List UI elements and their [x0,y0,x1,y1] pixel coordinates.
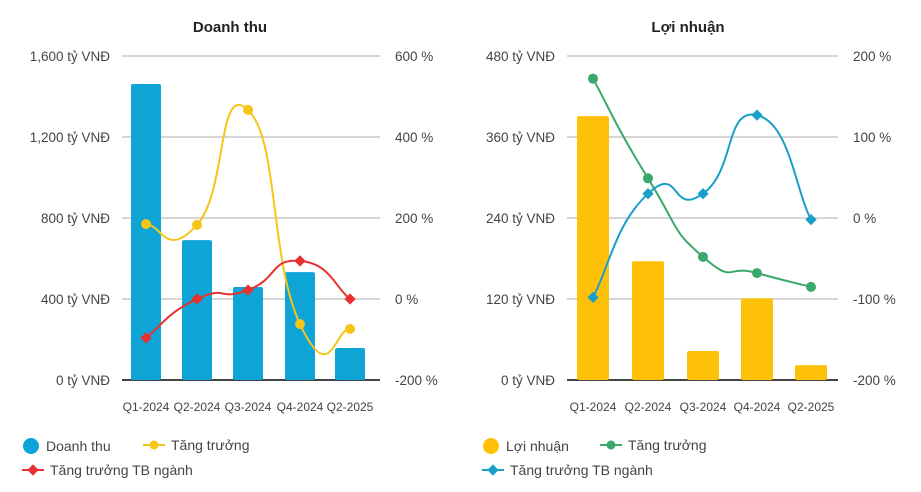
right-axis-tick-label: 200 % [853,49,891,64]
x-axis-tick-label: Q2-2025 [788,400,835,414]
legend-label: Doanh thu [46,438,111,454]
legend-item-doanh-thu[interactable]: Doanh thu [22,437,111,455]
right-axis-tick-label: -200 % [395,373,438,388]
bar [632,261,664,380]
bar [741,298,773,380]
left-axis-tick-label: 800 tỷ VNĐ [41,211,110,226]
left-axis-tick-label: 400 tỷ VNĐ [41,292,110,307]
legend-item-loi-nhuan[interactable]: Lợi nhuận [482,437,569,455]
chart-title: Doanh thu [193,19,267,36]
x-axis-tick-label: Q1-2024 [570,400,617,414]
data-point [588,73,598,84]
right-axis-tick-label: 100 % [853,130,891,145]
x-axis-tick-label: Q4-2024 [277,400,324,414]
left-axis-tick-label: 0 tỷ VNĐ [501,373,555,388]
legend-label: Tăng trưởng [628,437,707,453]
data-point [295,319,305,330]
bar [687,350,719,380]
left-axis-tick-label: 1,200 tỷ VNĐ [30,130,111,145]
data-point [141,219,151,230]
data-point [643,173,653,184]
bar [182,240,212,380]
bar [577,116,609,380]
bar [233,287,263,380]
right-axis-tick-label: 400 % [395,130,433,145]
series-line [592,78,812,288]
data-point [697,188,709,200]
right-axis-tick-label: 0 % [395,292,418,307]
data-point [642,188,654,200]
left-axis-tick-label: 1,600 tỷ VNĐ [30,49,111,64]
x-axis-tick-label: Q4-2024 [734,400,781,414]
bar [131,83,161,380]
data-point [294,255,306,267]
data-point [243,104,253,115]
right-axis-tick-label: -100 % [853,292,896,307]
data-point [242,284,254,296]
data-point [751,109,763,121]
left-axis-tick-label: 240 tỷ VNĐ [486,211,555,226]
left-axis-tick-label: 360 tỷ VNĐ [486,130,555,145]
series-line [145,103,351,356]
data-point [752,268,762,279]
data-point [344,293,356,305]
x-axis-tick-label: Q3-2024 [225,400,272,414]
left-axis-tick-label: 480 tỷ VNĐ [486,49,555,64]
legend-label: Tăng trưởng TB ngành [50,462,193,478]
legend-label: Lợi nhuận [506,438,569,454]
right-axis-tick-label: 0 % [853,211,876,226]
bar [335,348,365,380]
data-point [805,213,817,226]
legend-item-tang-truong[interactable]: Tăng trưởng [600,437,706,453]
data-point [345,323,355,334]
chart-title: Lợi nhuận [651,19,724,36]
right-axis-tick-label: -200 % [853,373,896,388]
data-point [192,219,202,230]
data-point [587,291,599,304]
data-point [698,251,708,262]
legend-label: Tăng trưởng [171,437,250,453]
legend-label: Tăng trưởng TB ngành [510,462,653,478]
right-axis-tick-label: 200 % [395,211,433,226]
left-axis-tick-label: 0 tỷ VNĐ [56,373,110,388]
bar [795,365,827,380]
right-axis-tick-label: 600 % [395,49,433,64]
legend-item-tang-truong-tb-nganh[interactable]: Tăng trưởng TB ngành [482,462,653,478]
x-axis-tick-label: Q2-2025 [327,400,374,414]
data-point [806,281,816,292]
left-axis-tick-label: 120 tỷ VNĐ [486,292,555,307]
data-point [191,293,203,305]
x-axis-tick-label: Q2-2024 [174,400,221,414]
legend-item-tang-truong-tb-nganh[interactable]: Tăng trưởng TB ngành [22,462,193,478]
x-axis-tick-label: Q1-2024 [123,400,170,414]
legend-item-tang-truong[interactable]: Tăng trưởng [143,437,249,453]
x-axis-tick-label: Q3-2024 [680,400,727,414]
x-axis-tick-label: Q2-2024 [625,400,672,414]
data-point [140,332,152,344]
